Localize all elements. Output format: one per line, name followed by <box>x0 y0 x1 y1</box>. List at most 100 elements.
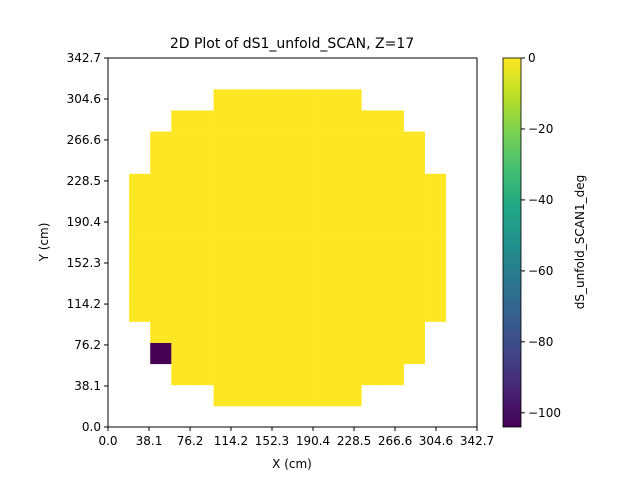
heatmap-cell <box>255 384 278 407</box>
heatmap-cell <box>340 300 362 322</box>
heatmap-cell <box>255 194 278 217</box>
heatmap-cell <box>403 152 425 175</box>
heatmap-cell <box>361 363 383 386</box>
x-tick-label: 342.7 <box>460 434 494 448</box>
heatmap-cell <box>150 258 172 280</box>
heatmap-cell <box>234 321 257 343</box>
heatmap-cell <box>297 258 320 280</box>
heatmap-cell <box>192 194 214 217</box>
colorbar-ticks: 0 −20 −40 −60 −80 −100 <box>521 51 561 420</box>
heatmap-cell <box>403 237 425 259</box>
heatmap-cell <box>276 300 299 322</box>
heatmap-cell <box>276 258 299 280</box>
heatmap-cell <box>129 215 151 238</box>
y-tick-label: 38.1 <box>74 379 101 393</box>
x-tick-label: 114.2 <box>214 434 248 448</box>
heatmap-cell <box>213 363 236 386</box>
heatmap-cell <box>171 321 193 343</box>
heatmap-cell <box>213 384 236 407</box>
heatmap-cell <box>297 279 320 301</box>
heatmap-cell <box>150 237 172 259</box>
heatmap-cell <box>382 258 404 280</box>
heatmap-cell <box>192 279 214 301</box>
heatmap-cell <box>382 215 404 238</box>
colorbar-tick-label: −100 <box>528 406 561 420</box>
heatmap-cell <box>382 110 404 132</box>
heatmap-cell <box>171 300 193 322</box>
heatmap-cell <box>213 300 236 322</box>
heatmap-cell <box>234 152 257 175</box>
x-axis-label: X (cm) <box>272 457 312 471</box>
x-tick-label: 190.4 <box>296 434 330 448</box>
heatmap-cell <box>276 279 299 301</box>
y-tick-label: 342.7 <box>67 51 101 65</box>
heatmap-cell <box>340 194 362 217</box>
heatmap-cell <box>255 215 278 238</box>
colorbar-tick-label: −20 <box>528 122 553 136</box>
heatmap-cell <box>129 279 151 301</box>
heatmap-cell <box>361 110 383 132</box>
heatmap-cell <box>150 300 172 322</box>
heatmap-cell <box>319 194 341 217</box>
heatmap-cell <box>276 237 299 259</box>
heatmap-cell <box>382 321 404 343</box>
heatmap-cell <box>276 89 299 111</box>
heatmap-cell <box>382 237 404 259</box>
y-axis-label: Y (cm) <box>37 223 51 263</box>
heatmap-cell <box>234 342 257 365</box>
heatmap-cell <box>171 173 193 196</box>
heatmap-cell <box>382 173 404 196</box>
heatmap-cell <box>255 110 278 132</box>
heatmap-cell <box>213 152 236 175</box>
heatmap-cell <box>319 279 341 301</box>
heatmap-cell <box>319 89 341 111</box>
heatmap-cell <box>213 321 236 343</box>
y-tick-label: 76.2 <box>74 338 101 352</box>
heatmap-cell <box>297 215 320 238</box>
x-axis-ticks: 0.0 38.1 76.2 114.2 152.3 190.4 228.5 266.6 304.… <box>98 427 494 448</box>
y-tick-label: 152.3 <box>67 256 101 270</box>
heatmap-cell <box>382 363 404 386</box>
heatmap-cell <box>361 173 383 196</box>
heatmap-cell <box>319 300 341 322</box>
heatmap-cell <box>234 194 257 217</box>
heatmap-cell <box>213 237 236 259</box>
heatmap-cell <box>319 131 341 154</box>
heatmap-cell <box>319 237 341 259</box>
heatmap-cell <box>150 194 172 217</box>
heatmap-cell <box>276 342 299 365</box>
heatmap-cell <box>361 131 383 154</box>
heatmap-cell <box>213 258 236 280</box>
chart-title: 2D Plot of dS1_unfold_SCAN, Z=17 <box>170 36 414 52</box>
heatmap-cell <box>424 215 447 238</box>
heatmap-cell <box>171 279 193 301</box>
heatmap-cell <box>276 194 299 217</box>
colorbar <box>502 57 522 428</box>
heatmap-cell <box>319 215 341 238</box>
heatmap-cell <box>382 131 404 154</box>
heatmap-cell-outlier <box>150 342 172 365</box>
heatmap-cell <box>255 152 278 175</box>
heatmap-cell <box>319 152 341 175</box>
heatmap-cell <box>382 152 404 175</box>
heatmap-cell <box>340 384 362 407</box>
heatmap-cell <box>340 258 362 280</box>
heatmap-cell <box>129 258 151 280</box>
heatmap-cell <box>403 131 425 154</box>
heatmap-cell <box>361 237 383 259</box>
heatmap-cell <box>234 89 257 111</box>
heatmap-cell <box>213 194 236 217</box>
heatmap-cell <box>255 131 278 154</box>
heatmap-cell <box>297 300 320 322</box>
heatmap-cell <box>340 89 362 111</box>
heatmap-cell <box>382 279 404 301</box>
heatmap-cell <box>297 131 320 154</box>
heatmap-cell <box>361 194 383 217</box>
heatmap-cell <box>403 215 425 238</box>
heatmap-cell <box>234 131 257 154</box>
heatmap-cell <box>319 258 341 280</box>
heatmap-cell <box>192 131 214 154</box>
heatmap-cell <box>255 89 278 111</box>
heatmap-cell <box>234 300 257 322</box>
